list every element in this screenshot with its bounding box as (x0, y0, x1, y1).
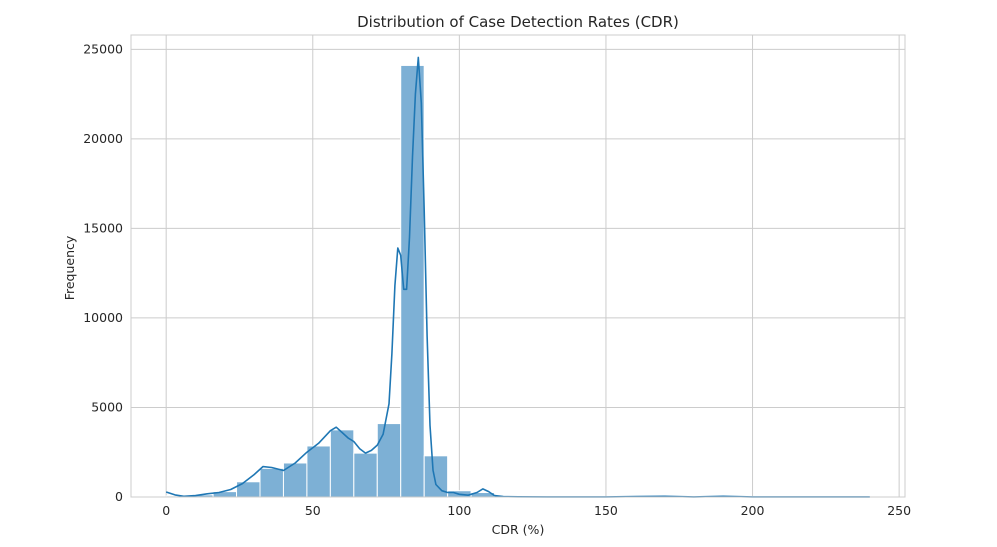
kde-line (165, 56, 870, 498)
chart-title: Distribution of Case Detection Rates (CD… (357, 13, 679, 31)
labels-layer: Distribution of Case Detection Rates (CD… (62, 13, 679, 537)
y-tick-label: 10000 (83, 310, 123, 325)
histogram-bar (353, 452, 378, 498)
x-tick-label: 250 (887, 503, 911, 518)
y-tick-label: 20000 (83, 131, 123, 146)
x-tick-label: 100 (447, 503, 471, 518)
y-tick-label: 5000 (91, 399, 123, 414)
plot-frame (130, 34, 906, 498)
x-axis-label: CDR (%) (492, 522, 545, 537)
y-tick-label: 25000 (83, 41, 123, 56)
histogram-bar (376, 423, 402, 498)
x-tick-label: 50 (305, 503, 321, 518)
x-tick-label: 0 (162, 503, 170, 518)
kde-layer (165, 56, 870, 498)
y-tick-label: 0 (115, 489, 123, 504)
histogram-bar (400, 64, 425, 498)
axes-layer: 0 50 100 150 200 250 0 5000 10000 15000 20000 25000 (83, 34, 911, 518)
histogram-bar (306, 445, 331, 498)
x-tick-label: 150 (594, 503, 618, 518)
bars-layer (165, 64, 871, 498)
histogram-bar (259, 467, 284, 498)
y-axis-label: Frequency (62, 235, 77, 300)
x-tick-label: 200 (741, 503, 765, 518)
grid-layer (131, 35, 905, 498)
y-tick-label: 15000 (83, 220, 123, 235)
